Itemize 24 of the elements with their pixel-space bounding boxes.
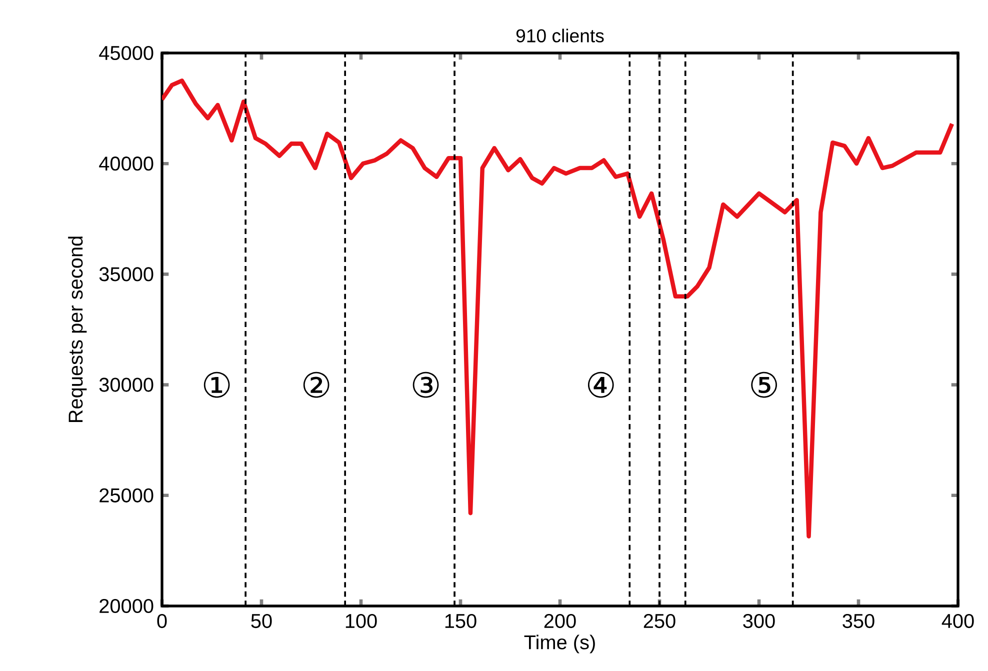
annotation: ④ [588,372,614,398]
chart-title: 910 clients [516,28,604,42]
x-tick-label: 50 [251,614,272,628]
y-tick-label: 40000 [99,156,154,171]
annotation: ① [204,372,230,398]
line-series [162,78,954,538]
x-tick-label: 200 [544,614,576,628]
y-tick-label: 20000 [100,598,154,614]
y-tick-label: 30000 [99,378,154,392]
x-tick-label: 400 [942,614,974,628]
annotation: ③ [412,372,439,398]
x-tick-label: 300 [743,614,775,628]
annotation: ② [303,372,330,398]
y-axis-title: Requests per second [68,236,87,422]
y-tick-label: 25000 [100,488,154,502]
x-tick-label: 100 [346,614,377,628]
y-tick-label: 45000 [99,46,154,60]
x-tick-label: 350 [842,614,874,628]
x-tick-label: 0 [157,614,167,628]
x-tick-label: 250 [644,614,676,628]
x-tick-label: 150 [445,614,476,628]
y-tick-label: 35000 [99,267,154,282]
annotation: ⑤ [751,372,777,398]
x-axis-title: Time (s) [524,634,595,654]
